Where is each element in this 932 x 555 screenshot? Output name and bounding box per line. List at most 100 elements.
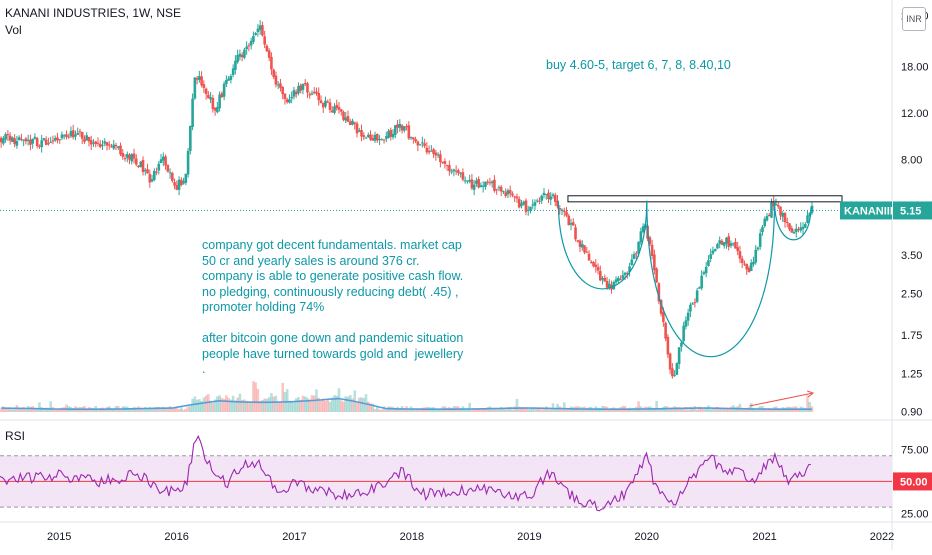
rsi-label: RSI bbox=[5, 429, 26, 443]
candle-body-124 bbox=[279, 83, 282, 88]
volume-bar-291 bbox=[655, 401, 658, 412]
candle-body-354 bbox=[797, 229, 800, 231]
candle-body-167 bbox=[375, 133, 379, 141]
volume-bar-305 bbox=[686, 409, 690, 412]
candle-body-262 bbox=[589, 261, 593, 264]
candle-body-228 bbox=[513, 196, 517, 198]
candle-body-169 bbox=[380, 139, 384, 141]
candle-body-293 bbox=[659, 299, 663, 314]
volume-bar-26 bbox=[58, 408, 61, 412]
volume-bar-241 bbox=[542, 409, 546, 412]
volume-bar-298 bbox=[671, 407, 674, 412]
candle-body-129 bbox=[290, 96, 294, 99]
candle-body-249 bbox=[560, 209, 564, 211]
volume-bar-68 bbox=[152, 408, 156, 412]
volume-bar-6 bbox=[13, 409, 16, 412]
volume-bar-219 bbox=[493, 407, 496, 412]
volume-bar-333 bbox=[749, 403, 753, 412]
volume-bar-77 bbox=[173, 408, 176, 412]
candle-body-266 bbox=[598, 271, 602, 281]
candle-body-251 bbox=[565, 211, 568, 216]
volume-bar-122 bbox=[274, 395, 278, 412]
candle-body-299 bbox=[673, 375, 676, 377]
candle-body-88 bbox=[198, 76, 201, 81]
candle-body-198 bbox=[445, 165, 449, 167]
candle-body-62 bbox=[139, 161, 143, 168]
volume-bar-318 bbox=[716, 406, 719, 412]
time-tick-2021: 2021 bbox=[752, 531, 776, 543]
volume-bar-145 bbox=[326, 399, 330, 412]
candle-body-209 bbox=[470, 179, 474, 189]
volume-bar-171 bbox=[385, 409, 388, 412]
trade-plan-note: buy 4.60-5, target 6, 7, 8, 8.40,10 bbox=[546, 58, 731, 72]
candle-body-225 bbox=[506, 190, 510, 195]
volume-bar-101 bbox=[227, 397, 230, 412]
cup-arc-2 bbox=[646, 200, 776, 358]
candle-body-307 bbox=[691, 303, 694, 305]
volume-bar-116 bbox=[261, 400, 264, 412]
volume-bar-207 bbox=[466, 408, 469, 412]
candle-body-141 bbox=[317, 93, 321, 101]
volume-bar-8 bbox=[17, 407, 21, 412]
volume-bar-38 bbox=[85, 409, 89, 412]
candle-body-75 bbox=[168, 172, 172, 174]
currency-badge[interactable]: INR bbox=[902, 7, 926, 31]
candle-body-328 bbox=[738, 251, 742, 259]
candle-body-221 bbox=[497, 187, 501, 189]
volume-bar-236 bbox=[531, 407, 535, 412]
volume-bar-63 bbox=[141, 408, 145, 412]
candle-body-267 bbox=[601, 278, 604, 280]
candle-body-63 bbox=[141, 159, 145, 172]
candle-body-275 bbox=[619, 279, 622, 281]
candle-body-331 bbox=[745, 263, 749, 270]
candle-body-272 bbox=[612, 282, 616, 289]
price-tick-6: 1.75 bbox=[901, 330, 922, 342]
handle-arc bbox=[773, 200, 812, 241]
candle-body-312 bbox=[702, 272, 706, 275]
rsi-tick-1: 50.00 bbox=[900, 476, 928, 488]
candle-body-256 bbox=[576, 240, 580, 242]
volume-bar-342 bbox=[770, 408, 773, 412]
candle-body-38 bbox=[85, 135, 89, 141]
candle-body-320 bbox=[720, 240, 724, 245]
candle-body-244 bbox=[549, 196, 553, 200]
volume-bar-81 bbox=[182, 409, 185, 412]
candle-body-101 bbox=[227, 78, 230, 81]
price-tick-8: 0.90 bbox=[901, 406, 922, 418]
volume-bar-322 bbox=[725, 407, 728, 412]
candle-body-330 bbox=[743, 263, 746, 265]
candle-body-97 bbox=[218, 94, 221, 109]
volume-bar-315 bbox=[709, 409, 712, 412]
volume-bar-193 bbox=[434, 408, 438, 412]
candle-body-54 bbox=[121, 153, 125, 157]
candle-body-123 bbox=[276, 84, 280, 86]
candle-body-114 bbox=[256, 28, 260, 32]
candle-body-277 bbox=[623, 272, 627, 275]
candle-body-76 bbox=[171, 173, 174, 181]
candle-body-254 bbox=[571, 222, 575, 226]
candle-body-52 bbox=[116, 146, 120, 148]
volume-bar-230 bbox=[517, 406, 521, 412]
volume-bar-330 bbox=[743, 407, 746, 412]
candle-body-40 bbox=[89, 140, 93, 145]
candle-body-158 bbox=[355, 123, 359, 134]
volume-bar-83 bbox=[186, 406, 190, 412]
volume-bar-331 bbox=[745, 408, 749, 412]
candle-body-288 bbox=[648, 237, 652, 245]
candle-body-96 bbox=[216, 107, 219, 113]
volume-bar-5 bbox=[11, 409, 14, 412]
candle-body-211 bbox=[475, 180, 478, 184]
price-tick-1: 18.00 bbox=[901, 61, 929, 73]
volume-bar-121 bbox=[272, 396, 275, 412]
candle-body-205 bbox=[461, 172, 465, 180]
candle-body-174 bbox=[391, 133, 395, 138]
volume-bar-128 bbox=[288, 400, 291, 412]
candle-body-350 bbox=[788, 223, 791, 230]
candle-body-144 bbox=[324, 100, 327, 107]
volume-bar-102 bbox=[229, 399, 233, 412]
volume-bar-147 bbox=[330, 397, 334, 412]
candle-body-16 bbox=[35, 138, 39, 146]
volume-bar-64 bbox=[143, 406, 147, 412]
